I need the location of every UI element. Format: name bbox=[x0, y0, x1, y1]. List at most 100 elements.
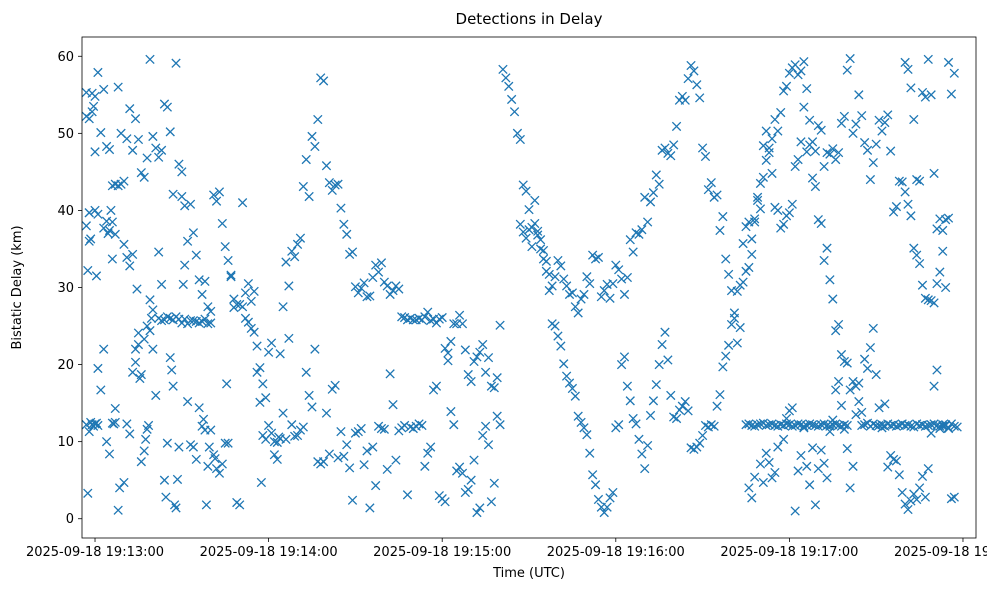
data-point bbox=[885, 146, 896, 156]
data-point bbox=[177, 167, 187, 177]
data-point bbox=[909, 243, 919, 253]
data-point bbox=[188, 228, 199, 238]
data-point bbox=[851, 119, 861, 129]
data-point bbox=[755, 459, 766, 469]
data-point bbox=[932, 365, 942, 375]
data-point bbox=[211, 196, 222, 206]
data-point bbox=[718, 362, 728, 372]
data-point bbox=[761, 126, 771, 136]
data-point bbox=[755, 419, 766, 429]
data-point bbox=[917, 280, 928, 290]
data-point bbox=[178, 279, 188, 290]
data-point bbox=[125, 261, 135, 271]
data-point bbox=[848, 376, 858, 387]
data-point bbox=[171, 58, 181, 68]
data-point bbox=[677, 401, 687, 411]
data-point bbox=[174, 159, 184, 169]
data-point bbox=[900, 499, 910, 509]
data-point bbox=[180, 314, 190, 324]
data-point bbox=[339, 451, 349, 461]
data-point bbox=[669, 140, 679, 150]
data-point bbox=[402, 490, 413, 500]
data-point bbox=[385, 369, 395, 379]
data-point bbox=[506, 94, 517, 105]
data-point bbox=[174, 442, 184, 452]
data-point bbox=[304, 390, 314, 401]
data-point bbox=[252, 341, 262, 351]
data-point bbox=[185, 199, 196, 209]
data-point bbox=[136, 369, 146, 380]
data-point bbox=[113, 82, 123, 92]
data-point bbox=[587, 250, 598, 260]
data-point bbox=[301, 367, 311, 377]
data-point bbox=[721, 254, 731, 264]
data-point bbox=[816, 218, 826, 229]
data-point bbox=[524, 225, 534, 235]
data-point bbox=[437, 312, 447, 323]
data-point bbox=[266, 428, 277, 438]
x-axis-label: Time (UTC) bbox=[492, 566, 565, 581]
data-point bbox=[877, 126, 887, 136]
data-point bbox=[764, 143, 774, 153]
data-point bbox=[478, 339, 488, 350]
data-point bbox=[480, 367, 491, 377]
data-point bbox=[703, 184, 714, 195]
data-point bbox=[692, 80, 702, 90]
data-point bbox=[469, 356, 479, 367]
data-point bbox=[868, 323, 878, 334]
data-point bbox=[634, 434, 644, 445]
data-point bbox=[732, 286, 742, 297]
data-point bbox=[900, 187, 910, 197]
data-point bbox=[839, 424, 850, 434]
data-point bbox=[541, 256, 552, 266]
data-point bbox=[310, 141, 320, 152]
data-point bbox=[475, 347, 485, 357]
data-point bbox=[593, 252, 604, 263]
data-point bbox=[420, 312, 430, 322]
data-point bbox=[161, 492, 171, 502]
data-point bbox=[802, 461, 812, 471]
data-point bbox=[356, 423, 366, 434]
data-point bbox=[723, 269, 734, 280]
data-point bbox=[862, 363, 873, 374]
data-point bbox=[625, 235, 635, 245]
data-point bbox=[182, 396, 193, 407]
data-point bbox=[223, 438, 233, 448]
data-point bbox=[217, 459, 227, 469]
data-point bbox=[154, 152, 164, 162]
data-point bbox=[912, 250, 922, 260]
data-point bbox=[614, 420, 624, 430]
data-point bbox=[249, 286, 259, 297]
data-point bbox=[330, 180, 340, 190]
data-point bbox=[912, 494, 922, 505]
data-point bbox=[483, 440, 494, 450]
data-point bbox=[84, 114, 94, 124]
y-axis-ticks: 0 10 20 30 40 50 60 bbox=[57, 50, 82, 527]
data-point bbox=[923, 54, 933, 65]
data-point bbox=[816, 125, 826, 135]
data-point bbox=[472, 507, 482, 518]
data-point bbox=[347, 495, 358, 505]
data-point bbox=[709, 421, 719, 431]
data-point bbox=[833, 376, 844, 387]
data-point bbox=[278, 408, 288, 418]
data-point bbox=[585, 278, 595, 289]
data-point bbox=[359, 460, 369, 470]
data-point bbox=[880, 399, 890, 409]
data-point bbox=[943, 423, 954, 433]
data-point bbox=[106, 205, 116, 216]
data-point bbox=[732, 338, 742, 348]
data-point bbox=[715, 225, 725, 236]
data-point bbox=[825, 426, 835, 437]
data-point bbox=[521, 233, 531, 243]
data-point bbox=[151, 390, 161, 401]
data-point bbox=[443, 348, 453, 358]
data-point bbox=[194, 318, 204, 328]
data-point bbox=[140, 434, 151, 445]
data-point bbox=[567, 383, 578, 394]
y-tick-label: 20 bbox=[57, 358, 74, 373]
data-point bbox=[287, 420, 297, 430]
data-point bbox=[842, 420, 852, 431]
data-point bbox=[512, 128, 523, 139]
data-point bbox=[778, 219, 789, 229]
